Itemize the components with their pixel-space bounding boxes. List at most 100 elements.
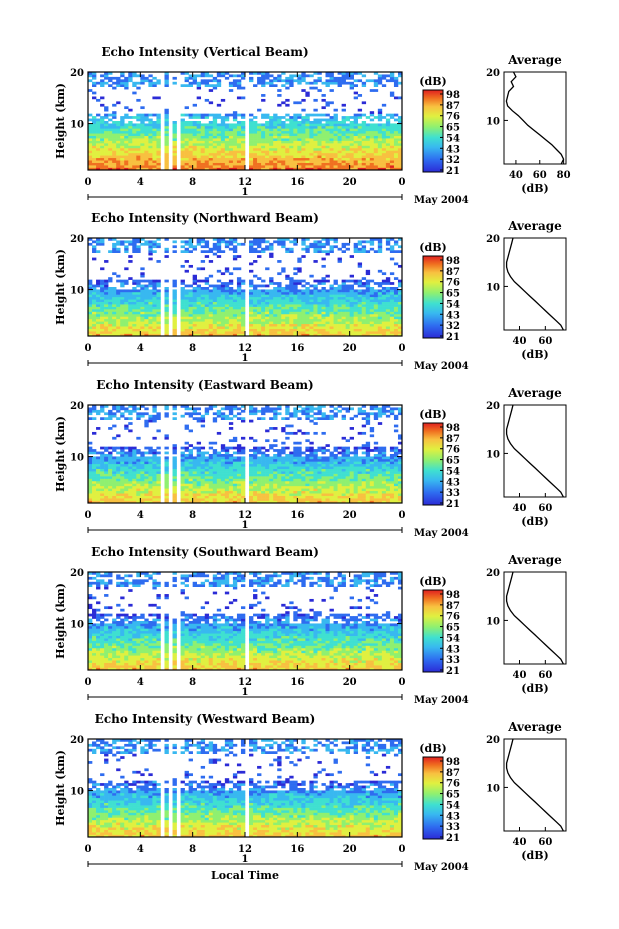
heatmap-cell <box>164 309 169 312</box>
heatmap-cell <box>116 476 121 479</box>
heatmap-cell <box>313 147 318 151</box>
heatmap-cell <box>389 91 395 95</box>
heatmap-cell <box>389 245 395 249</box>
heatmap-cell <box>172 162 177 166</box>
heatmap-cell <box>325 123 330 127</box>
heatmap-cell <box>357 143 363 146</box>
heatmap-cell <box>192 125 197 129</box>
heatmap-cell <box>253 309 258 312</box>
heatmap-cell <box>345 284 350 288</box>
heatmap-cell <box>257 331 262 334</box>
heatmap-cell <box>361 309 367 312</box>
heatmap-cell <box>208 483 214 487</box>
heatmap-cell <box>301 306 306 310</box>
heatmap-cell <box>333 76 338 80</box>
heatmap-cell <box>289 152 294 156</box>
heatmap-cell <box>184 318 189 322</box>
heatmap-cell <box>148 157 153 161</box>
heatmap-cell <box>385 333 391 337</box>
heatmap-cell <box>349 128 354 132</box>
heatmap-cell <box>124 461 129 465</box>
heatmap-cell <box>124 427 129 430</box>
heatmap-cell <box>309 316 314 320</box>
heatmap-cell <box>353 91 359 95</box>
heatmap-cell <box>196 140 202 144</box>
heatmap-cell <box>228 125 234 129</box>
heatmap-cell <box>369 118 375 122</box>
heatmap-cell <box>313 128 318 132</box>
heatmap-cell <box>345 128 350 132</box>
heatmap-cell <box>293 272 298 276</box>
heatmap-cell <box>140 279 145 283</box>
heatmap-cell <box>200 311 206 315</box>
heatmap-cell <box>361 294 367 298</box>
heatmap-cell <box>309 304 314 307</box>
heatmap-cell <box>236 488 242 492</box>
heatmap-cell <box>184 468 189 472</box>
heatmap-cell <box>108 157 113 161</box>
heatmap-cell <box>253 409 258 413</box>
heatmap-cell <box>200 145 206 149</box>
heatmap-cell <box>216 279 222 283</box>
heatmap-cell <box>104 116 109 119</box>
heatmap-cell <box>353 296 359 300</box>
heatmap-cell <box>208 247 214 251</box>
heatmap-cell <box>337 155 342 159</box>
heatmap-cell <box>200 306 206 310</box>
heatmap-cell <box>285 125 290 129</box>
heatmap-cell <box>228 454 234 457</box>
heatmap-cell <box>184 333 189 337</box>
heatmap-cell <box>232 478 238 482</box>
heatmap-cell <box>216 412 222 416</box>
heatmap-cell <box>289 304 294 307</box>
heatmap-cell <box>297 328 302 332</box>
heatmap-cell <box>293 279 298 283</box>
heatmap-cell <box>309 123 314 127</box>
heatmap-cell <box>116 471 121 474</box>
heatmap-cell <box>232 140 238 144</box>
heatmap-cell <box>236 79 242 83</box>
heatmap-cell <box>188 493 193 496</box>
heatmap-cell <box>188 495 193 499</box>
heatmap-cell <box>212 419 218 423</box>
heatmap-cell <box>389 326 395 329</box>
heatmap-cell <box>301 155 306 159</box>
heatmap-cell <box>293 145 298 149</box>
heatmap-cell <box>365 304 371 307</box>
heatmap-cell <box>321 311 326 315</box>
heatmap-cell <box>232 74 238 78</box>
heatmap-cell <box>373 289 379 293</box>
heatmap-cell <box>313 165 318 168</box>
heatmap-cell <box>333 108 338 112</box>
heatmap-cell <box>136 414 141 418</box>
heatmap-cell <box>325 84 330 87</box>
heatmap-cell <box>393 277 399 280</box>
heatmap-cell <box>228 466 234 469</box>
panel-title: Echo Intensity (Vertical Beam) <box>101 45 308 59</box>
heatmap-cell <box>212 289 218 293</box>
heatmap-cell <box>96 498 101 501</box>
heatmap-cell <box>285 155 290 159</box>
heatmap-cell <box>293 101 298 105</box>
heatmap-cell <box>385 306 391 310</box>
heatmap-cell <box>200 250 206 253</box>
heatmap-cell <box>104 157 109 161</box>
heatmap-cell <box>164 79 169 83</box>
heatmap-cell <box>196 299 202 302</box>
heatmap-cell <box>92 296 97 300</box>
heatmap-cell <box>345 299 350 302</box>
heatmap-cell <box>365 135 371 139</box>
heatmap-cell <box>253 162 258 166</box>
heatmap-cell <box>224 289 230 293</box>
heatmap-cell <box>240 405 246 408</box>
heatmap-cell <box>232 111 238 114</box>
heatmap-cell <box>281 326 286 329</box>
heatmap-cell <box>293 306 298 310</box>
heatmap-cell <box>261 147 266 151</box>
heatmap-cell <box>337 311 342 315</box>
heatmap-cell <box>277 94 282 97</box>
heatmap-cell <box>180 485 185 489</box>
heatmap-cell <box>208 101 214 105</box>
heatmap-cell <box>261 135 266 139</box>
heatmap-cell <box>236 299 242 302</box>
